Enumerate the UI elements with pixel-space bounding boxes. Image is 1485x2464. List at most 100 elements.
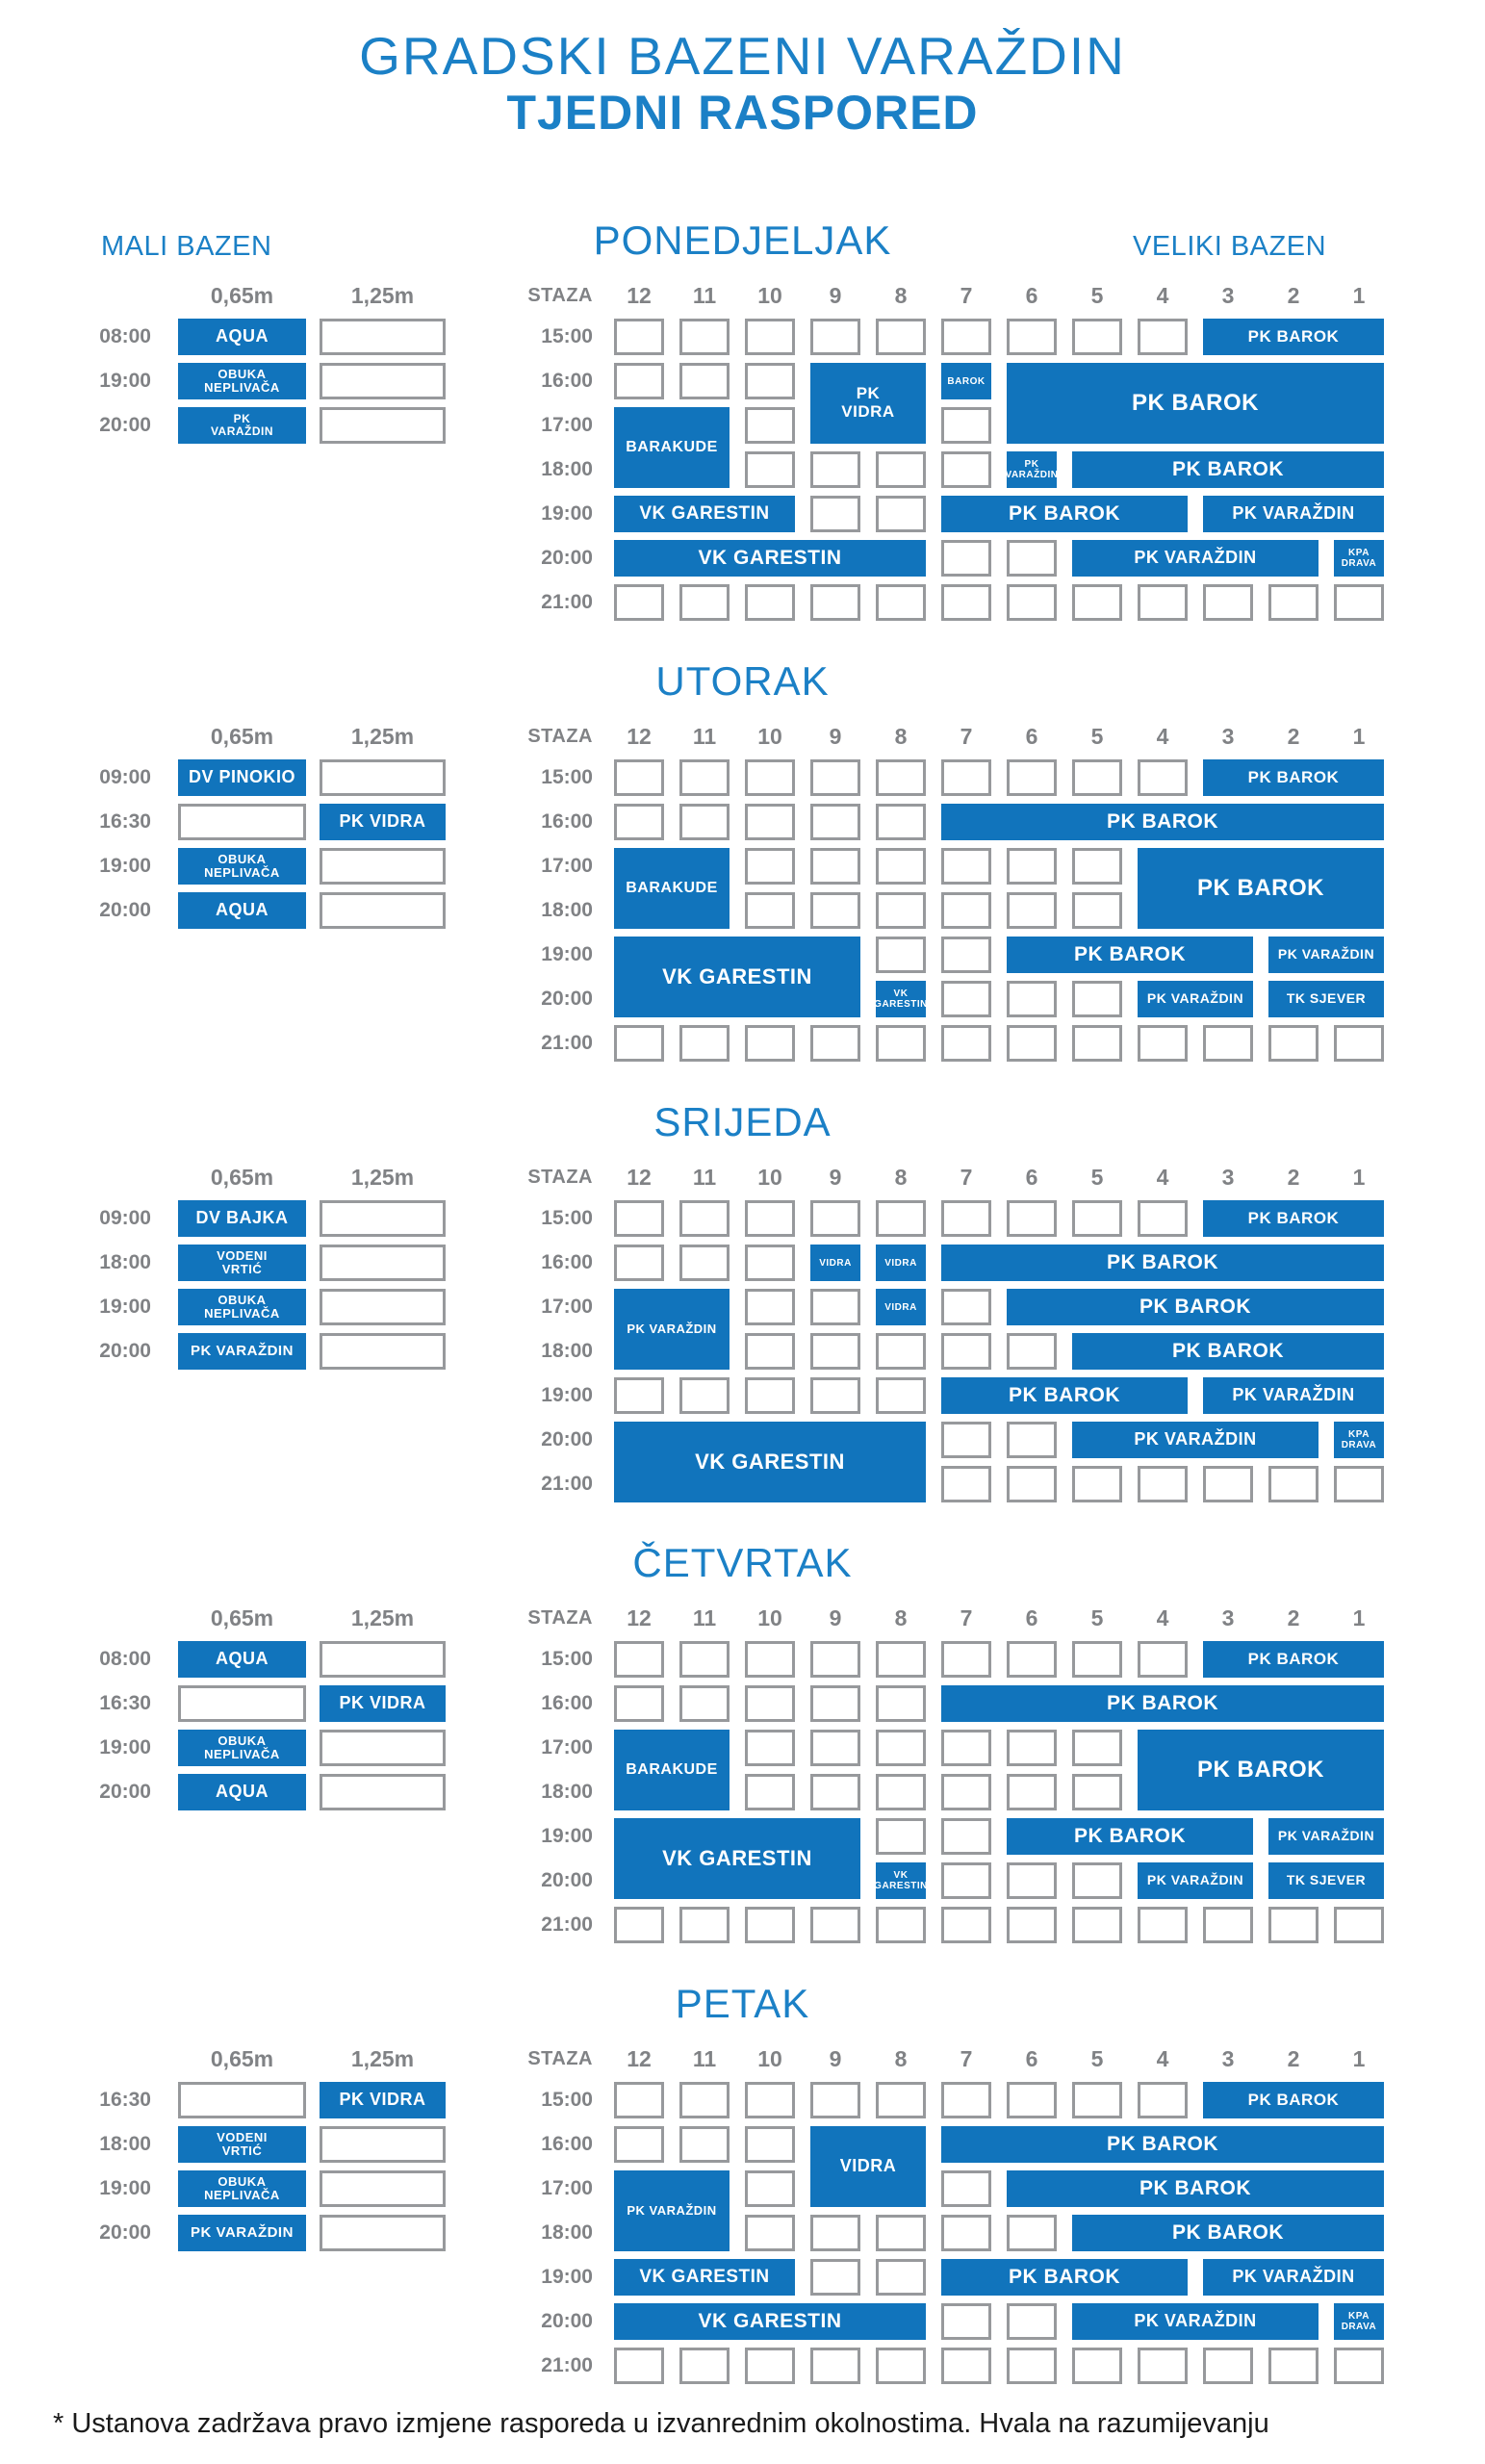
- depth-header-065: 0,65m: [210, 283, 274, 308]
- empty-slot: [876, 584, 926, 621]
- empty-slot: [810, 2082, 860, 2118]
- empty-slot: [941, 2170, 991, 2207]
- empty-slot: [941, 937, 991, 973]
- depth-header-065: 0,65m: [210, 724, 274, 749]
- schedule-block: PK VARAŽDIN: [1138, 1862, 1253, 1899]
- empty-slot: [745, 407, 795, 444]
- schedule-block: PK BAROK: [1203, 2082, 1384, 2118]
- time-label: 18:00: [99, 1251, 151, 1273]
- lane-number: 1: [1352, 283, 1366, 308]
- empty-slot: [1072, 892, 1122, 929]
- lane-number: 2: [1287, 1165, 1300, 1190]
- empty-slot: [810, 1289, 860, 1325]
- empty-slot: [745, 319, 795, 355]
- schedule-block: PK BAROK: [1138, 1730, 1384, 1810]
- empty-slot: [810, 1377, 860, 1414]
- lane-number: 4: [1156, 2046, 1169, 2071]
- schedule-block: PK BAROK: [941, 1685, 1384, 1722]
- empty-slot: [941, 1422, 991, 1458]
- schedule-block: BAROK: [941, 363, 991, 399]
- lane-number: 11: [692, 724, 717, 749]
- empty-slot: [1007, 759, 1057, 796]
- schedule-block: PK BAROK: [1007, 1289, 1384, 1325]
- day-section-3: SRIJEDA 0,65m 1,25m 09:00 DV BAJKA 18:00 VODEN…: [0, 1084, 1485, 1525]
- mali-cell-empty: [320, 2170, 446, 2207]
- empty-slot: [941, 759, 991, 796]
- schedule-block: PK BAROK: [941, 1245, 1384, 1281]
- empty-slot: [614, 1245, 664, 1281]
- lane-number: 5: [1090, 724, 1104, 749]
- empty-slot: [876, 1685, 926, 1722]
- empty-slot: [745, 2348, 795, 2384]
- day-title: UTORAK: [655, 658, 830, 704]
- mali-cell-filled: PK VARAŽDIN: [178, 2215, 306, 2251]
- empty-slot: [679, 363, 730, 399]
- masthead: GRADSKI BAZENI VARAŽDIN TJEDNI RASPORED: [0, 0, 1485, 202]
- lane-number: 3: [1221, 1165, 1235, 1190]
- days-container: MALI BAZEN VELIKI BAZEN PONEDJELJAK 0,65m 1,…: [0, 202, 1485, 2406]
- time-label: 20:00: [99, 1340, 151, 1362]
- schedule-block: PK BAROK: [941, 2259, 1188, 2296]
- day-header: PETAK: [0, 1965, 1485, 2040]
- mali-cell-filled: OBUKA NEPLIVAČA: [178, 2170, 306, 2207]
- schedule-block: PK VARAŽDIN: [1138, 981, 1253, 1017]
- depth-header-065: 0,65m: [210, 1605, 274, 1630]
- empty-slot: [1007, 1730, 1057, 1766]
- empty-slot: [614, 2126, 664, 2163]
- empty-slot: [1007, 2303, 1057, 2340]
- empty-slot: [614, 319, 664, 355]
- lane-number: 1: [1352, 1165, 1366, 1190]
- empty-slot: [941, 1862, 991, 1899]
- empty-slot: [1007, 1774, 1057, 1810]
- time-label: 09:00: [99, 766, 151, 788]
- empty-slot: [876, 1818, 926, 1855]
- day-title: PONEDJELJAK: [593, 218, 892, 263]
- lane-number: 10: [757, 1605, 782, 1630]
- empty-slot: [1007, 2348, 1057, 2384]
- empty-slot: [941, 2303, 991, 2340]
- empty-slot: [876, 1377, 926, 1414]
- time-label: 19:00: [99, 370, 151, 392]
- empty-slot: [745, 1730, 795, 1766]
- empty-slot: [1138, 1641, 1188, 1678]
- empty-slot: [679, 1377, 730, 1414]
- lane-number: 7: [960, 2046, 973, 2071]
- empty-slot: [810, 1907, 860, 1943]
- empty-slot: [1138, 2348, 1188, 2384]
- day-title: PETAK: [675, 1981, 810, 2026]
- empty-slot: [876, 937, 926, 973]
- mali-cell-filled: AQUA: [178, 1641, 306, 1678]
- empty-slot: [745, 892, 795, 929]
- empty-slot: [1072, 2348, 1122, 2384]
- empty-slot: [876, 759, 926, 796]
- mali-cell-filled: OBUKA NEPLIVAČA: [178, 1289, 306, 1325]
- schedule-block: PK BAROK: [1203, 319, 1384, 355]
- schedule-block: PK BAROK: [941, 804, 1384, 840]
- empty-slot: [876, 451, 926, 488]
- lane-number: 12: [627, 724, 652, 749]
- empty-slot: [745, 451, 795, 488]
- schedule-block: VIDRA: [810, 2126, 926, 2207]
- day-header: ČETVRTAK: [0, 1525, 1485, 1600]
- empty-slot: [1007, 1862, 1057, 1899]
- time-label: 16:00: [541, 810, 593, 833]
- empty-slot: [1007, 1333, 1057, 1370]
- empty-slot: [1072, 319, 1122, 355]
- mali-cell-filled: OBUKA NEPLIVAČA: [178, 848, 306, 885]
- empty-slot: [1007, 848, 1057, 885]
- schedule-block: PK VIDRA: [810, 363, 926, 444]
- empty-slot: [1072, 848, 1122, 885]
- schedule-block: PK BAROK: [1007, 1818, 1253, 1855]
- lane-number: 2: [1287, 2046, 1300, 2071]
- schedule-block: PK BAROK: [1203, 759, 1384, 796]
- mali-cell-filled: PK VARAŽDIN: [178, 407, 306, 444]
- empty-slot: [745, 1685, 795, 1722]
- empty-slot: [941, 319, 991, 355]
- empty-slot: [1268, 2348, 1319, 2384]
- empty-slot: [614, 584, 664, 621]
- veliki-bazen-label: VELIKI BAZEN: [1133, 231, 1327, 262]
- empty-slot: [745, 1774, 795, 1810]
- depth-header-125: 1,25m: [350, 724, 415, 749]
- staza-label: STAZA: [527, 285, 593, 306]
- empty-slot: [876, 1025, 926, 1062]
